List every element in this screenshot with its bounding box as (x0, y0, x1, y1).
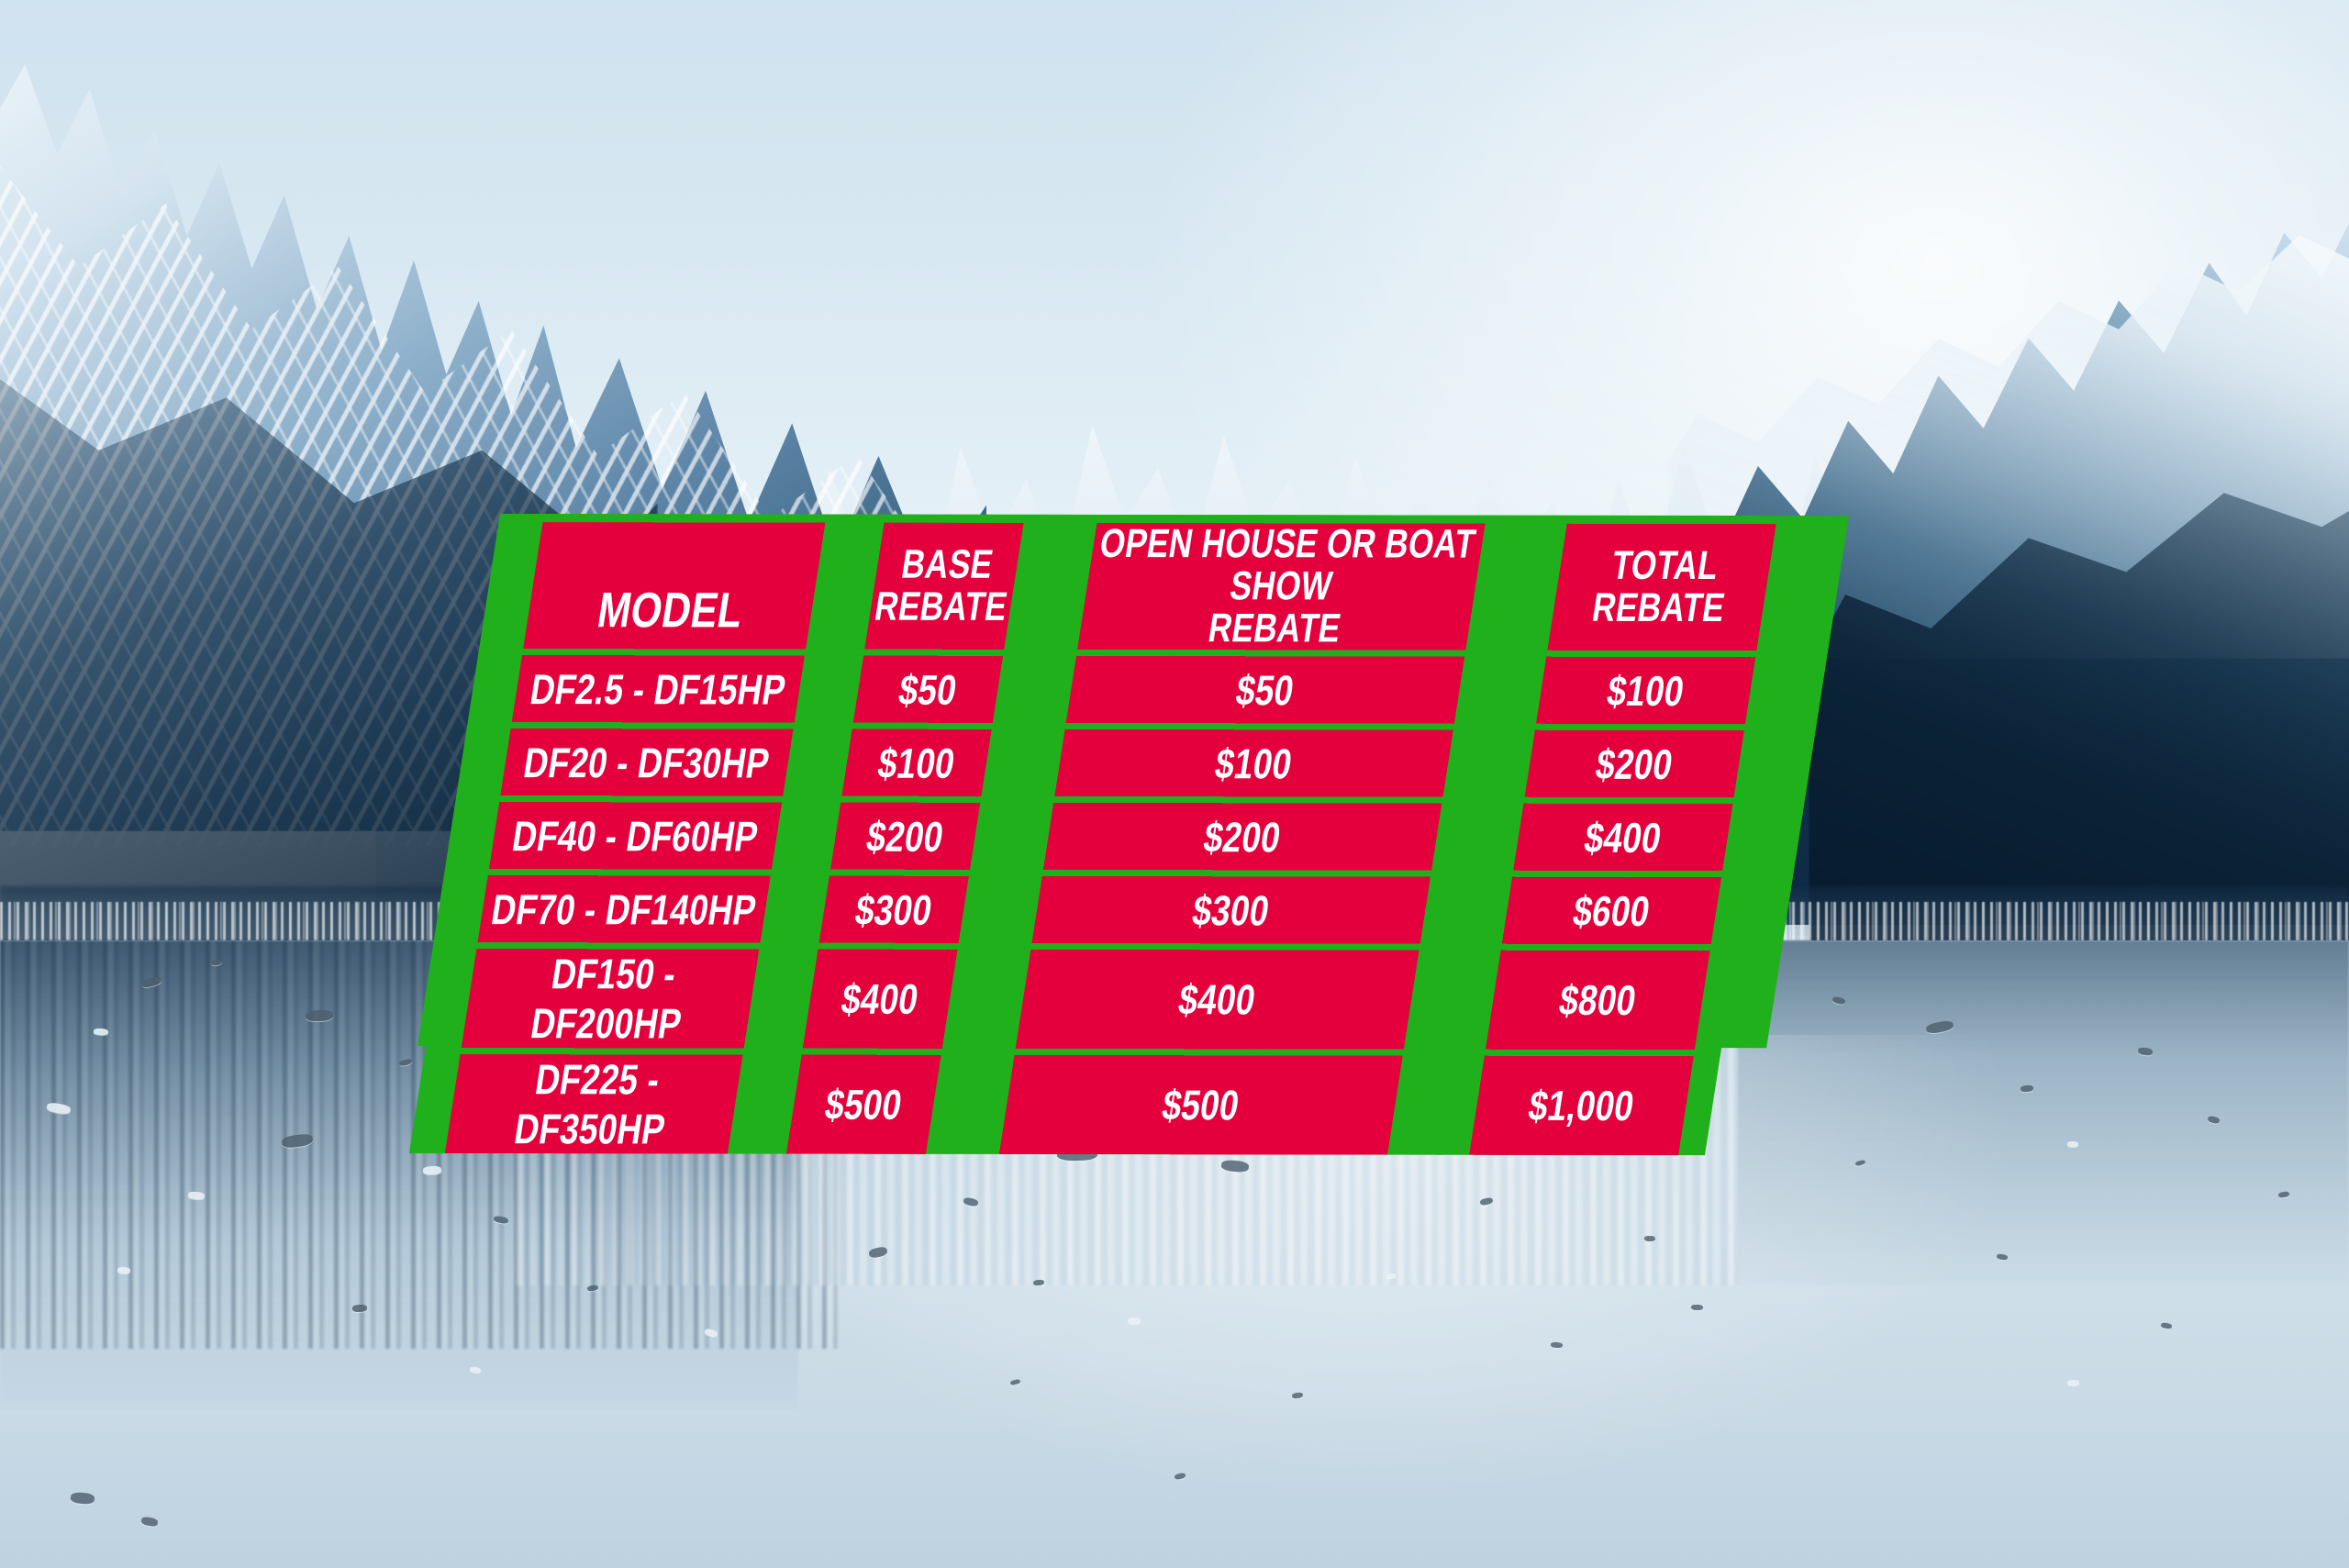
rebate-cell-base: $300 (816, 873, 973, 947)
ice-floe (704, 1328, 718, 1338)
ice-floe (1127, 1317, 1141, 1324)
ice-floe (2160, 1322, 2173, 1330)
ice-floe (1925, 1019, 1954, 1035)
ice-floe (1220, 1159, 1250, 1173)
header-total-line2: REBATE (1588, 584, 1728, 631)
ice-floe (1996, 1253, 2009, 1262)
ice-floe (1479, 1196, 1494, 1206)
ice-floe (70, 1491, 95, 1506)
rebate-cell-base: $500 (784, 1051, 945, 1154)
ice-floe (94, 1028, 109, 1036)
ice-floe (1550, 1341, 1563, 1349)
ice-floe (1643, 1235, 1656, 1241)
rebate-cell-model: DF150 - DF200HP (461, 945, 763, 1052)
ice-floe (2137, 1046, 2154, 1056)
rebate-cell-total: $400 (1508, 800, 1733, 874)
ice-floe (117, 1266, 131, 1274)
table-row: DF40 - DF60HP $200 $200 $400 (452, 798, 1759, 874)
header-total-line1: TOTAL (1608, 543, 1721, 589)
column-header-model: MODEL (522, 522, 829, 653)
rebate-cell-open-house: $50 (1062, 652, 1468, 728)
ice-floe (469, 1366, 482, 1374)
ice-floe (1854, 1159, 1866, 1166)
rebate-cell-total: $1,000 (1465, 1052, 1695, 1156)
rebate-table-panel: MODEL BASE REBATE OPEN HOUSE OR BOAT SHO… (408, 514, 1812, 1156)
column-header-total-rebate: TOTAL REBATE (1543, 523, 1776, 654)
ice-floe (1831, 995, 1846, 1006)
rebate-cell-open-house: $100 (1051, 726, 1457, 801)
ice-floe (868, 1246, 889, 1260)
ice-floe (422, 1166, 441, 1175)
ice-floe (2066, 1379, 2079, 1386)
header-base-line2: REBATE (872, 584, 1011, 629)
rebate-cell-base: $200 (827, 799, 985, 873)
table-row: DF225 - DF350HP $500 $500 $1,000 (409, 1051, 1720, 1156)
ice-floe (281, 1132, 314, 1150)
header-open-line2: REBATE (1205, 606, 1344, 651)
rebate-cell-model: DF20 - DF30HP (499, 725, 796, 800)
rebate-cell-base: $50 (850, 652, 1007, 727)
ice-floe (46, 1102, 72, 1116)
ice-floe (1386, 1273, 1397, 1279)
rebate-cell-total: $200 (1520, 727, 1745, 801)
rebate-cell-model: DF225 - DF350HP (444, 1051, 746, 1154)
ice-floe (1033, 1278, 1045, 1286)
rebate-table: MODEL BASE REBATE OPEN HOUSE OR BOAT SHO… (408, 521, 1803, 1156)
rebate-cell-total: $600 (1497, 873, 1722, 948)
header-open-line1: OPEN HOUSE OR BOAT SHOW (1097, 521, 1479, 609)
promo-table-skew: MODEL BASE REBATE OPEN HOUSE OR BOAT SHO… (408, 514, 1850, 1156)
rebate-cell-open-house: $200 (1040, 799, 1445, 874)
table-row: DF70 - DF140HP $300 $300 $600 (441, 872, 1748, 948)
rebate-cell-model: DF2.5 - DF15HP (511, 651, 808, 727)
header-base-line1: BASE (898, 541, 996, 588)
ice-floe (2066, 1140, 2078, 1148)
ice-floe (187, 1191, 206, 1200)
ice-floe (2020, 1084, 2033, 1093)
ice-floe (1291, 1391, 1304, 1399)
ice-floe (1009, 1378, 1021, 1386)
ice-floe (305, 1008, 334, 1022)
rebate-cell-total: $100 (1531, 653, 1756, 728)
ice-floe (211, 959, 223, 966)
ice-floe (1174, 1473, 1186, 1481)
table-header-row: MODEL BASE REBATE OPEN HOUSE OR BOAT SHO… (487, 521, 1803, 654)
ice-floe (139, 975, 162, 990)
rebate-cell-total: $800 (1481, 947, 1711, 1053)
rebate-cell-open-house: $300 (1028, 873, 1434, 948)
table-row: DF150 - DF200HP $400 $400 $800 (425, 945, 1737, 1053)
rebate-cell-model: DF70 - DF140HP (476, 872, 774, 947)
ice-floe (493, 1215, 509, 1225)
rebate-cell-base: $400 (799, 946, 962, 1052)
column-header-open-house-rebate: OPEN HOUSE OR BOAT SHOW REBATE (1074, 521, 1488, 654)
rebate-cell-open-house: $500 (996, 1051, 1407, 1155)
ice-floe (586, 1284, 599, 1293)
ice-floe (962, 1196, 979, 1207)
ice-floe (139, 1516, 159, 1528)
column-header-base-rebate: BASE REBATE (861, 522, 1027, 653)
ice-floe (2277, 1190, 2290, 1198)
ice-floe (2207, 1115, 2221, 1125)
rebate-cell-open-house: $400 (1011, 946, 1422, 1053)
rebate-cell-base: $100 (838, 726, 996, 800)
ice-floe (398, 1058, 413, 1067)
rebate-cell-model: DF40 - DF60HP (488, 798, 785, 873)
table-row: DF20 - DF30HP $100 $100 $200 (464, 725, 1771, 801)
ice-floe (1691, 1304, 1704, 1311)
ice-floe (351, 1304, 368, 1313)
table-row: DF2.5 - DF15HP $50 $50 $100 (475, 651, 1782, 728)
